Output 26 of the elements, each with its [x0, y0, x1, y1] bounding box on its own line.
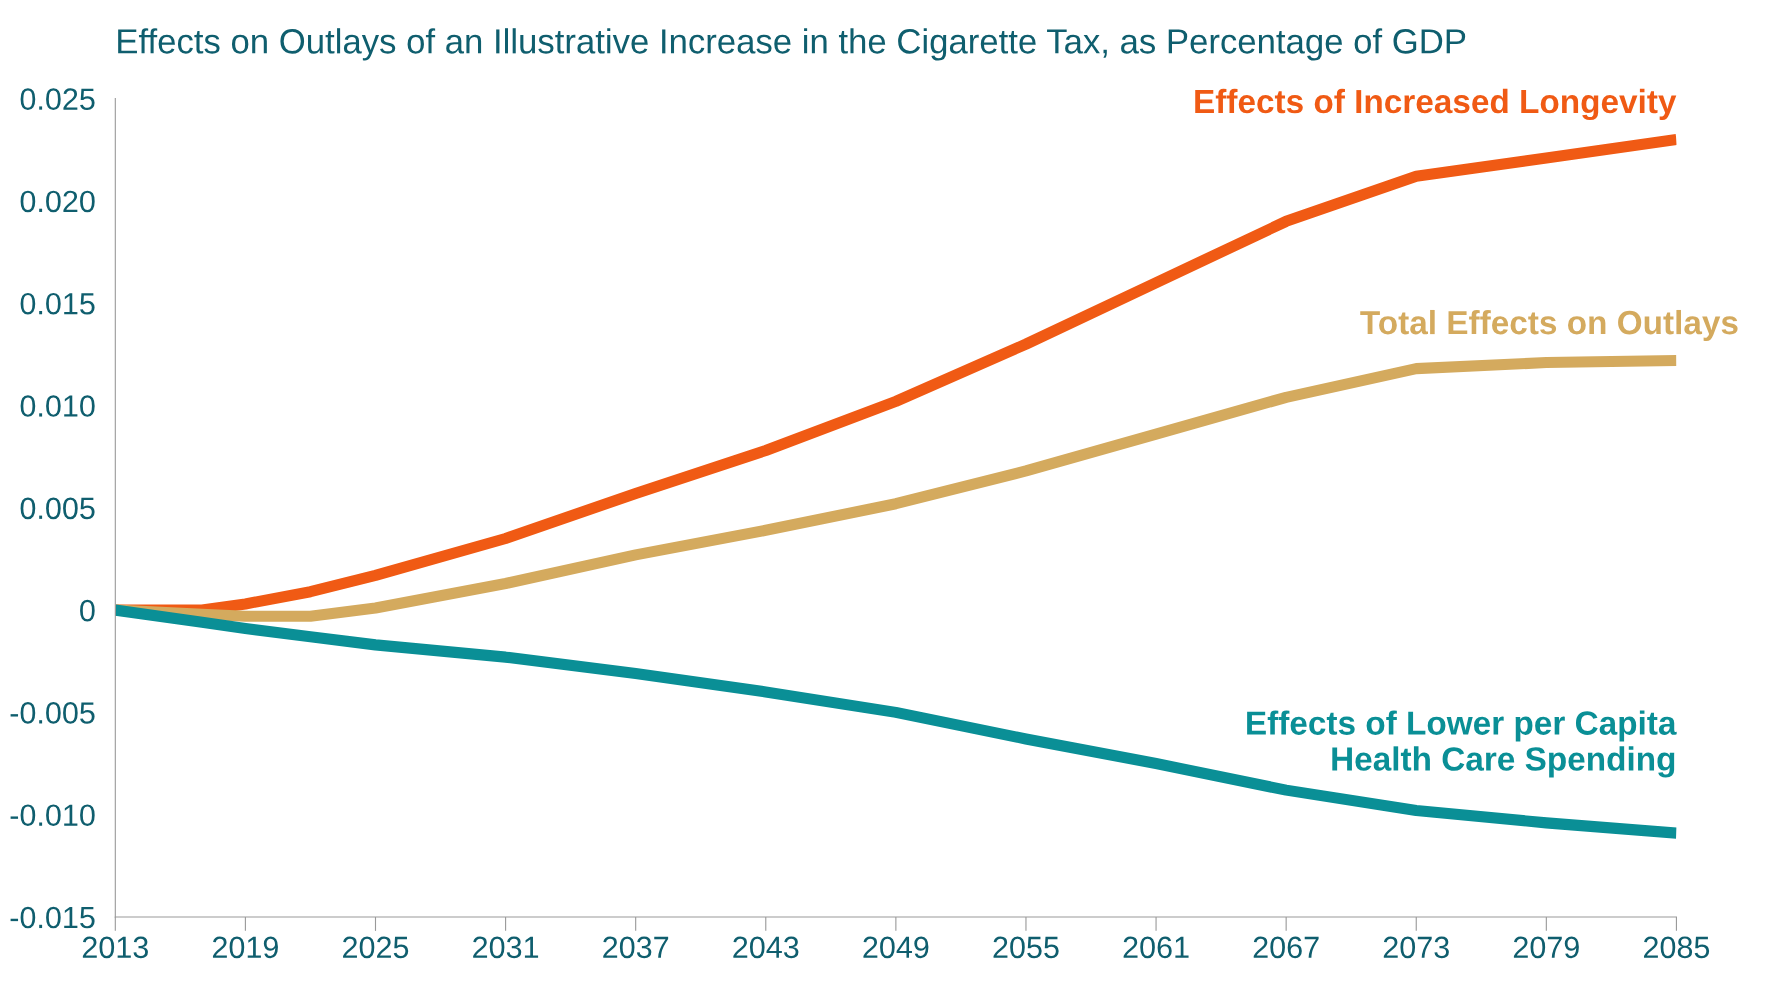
x-tick-label: 2013	[82, 936, 148, 959]
y-tick-label: -0.010	[10, 804, 95, 827]
x-tick-label: 2025	[343, 936, 409, 959]
x-tick-label: 2037	[603, 936, 669, 959]
series-label: Effects of Lower per Capita Health Care Spending	[1247, 710, 1677, 778]
x-tick-label: 2061	[1123, 936, 1189, 959]
y-tick-label: 0.010	[20, 395, 95, 417]
x-tick-label: 2043	[733, 936, 799, 959]
y-tick-label: -0.015	[10, 906, 95, 929]
x-tick-label: 2055	[993, 936, 1059, 959]
x-tick-label: 2067	[1253, 936, 1319, 959]
x-tick-label: 2031	[473, 936, 539, 959]
y-tick-label: 0.005	[20, 497, 95, 520]
x-tick-label: 2079	[1513, 936, 1579, 959]
series-label: Effects of Increased Longevity	[1195, 88, 1677, 121]
x-tick-label: 2049	[863, 936, 929, 959]
x-tick-label: 2085	[1643, 936, 1710, 959]
y-tick-label: 0	[80, 599, 95, 622]
y-tick-label: 0.020	[20, 190, 95, 213]
y-tick-label: 0.025	[20, 88, 95, 110]
chart-title: Effects on Outlays of an Illustrative Increase in the Cigarette Tax, as Percentage of GDP	[118, 28, 1466, 61]
y-tick-label: 0.015	[20, 292, 95, 315]
y-tick-label: -0.005	[10, 702, 95, 724]
series-label: Total Effects on Outlays	[1360, 309, 1738, 342]
x-tick-label: 2073	[1383, 936, 1449, 959]
x-tick-label: 2019	[212, 936, 278, 959]
